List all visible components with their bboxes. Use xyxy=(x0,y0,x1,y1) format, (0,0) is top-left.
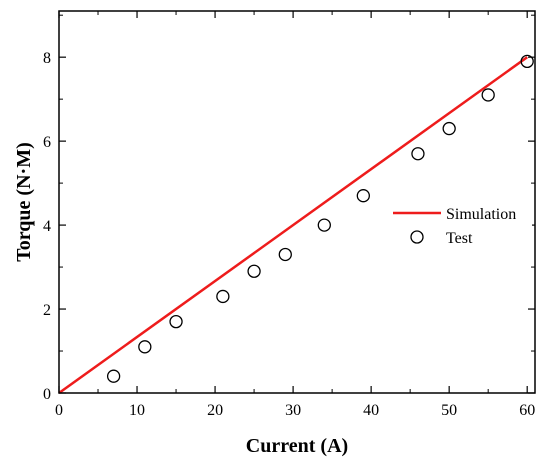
plot-series xyxy=(58,54,534,395)
legend-test-marker xyxy=(410,230,424,244)
test-data-point xyxy=(216,289,230,304)
x-tick-label: 30 xyxy=(285,402,301,419)
test-data-point xyxy=(356,189,370,203)
test-data-point xyxy=(442,121,456,136)
plot-frame xyxy=(58,10,536,394)
y-axis-title: Torque (N·M) xyxy=(13,142,35,261)
simulation-line xyxy=(58,56,528,395)
x-tick-label: 20 xyxy=(207,402,223,419)
x-tick-label: 0 xyxy=(55,402,63,419)
test-data-point xyxy=(247,264,261,278)
test-data-point xyxy=(169,314,183,329)
x-axis-title: Current (A) xyxy=(246,435,348,457)
y-tick-label: 8 xyxy=(43,50,51,67)
x-tick-label: 40 xyxy=(363,402,379,419)
x-tick-label: 60 xyxy=(519,402,535,419)
legend: Simulation Test xyxy=(388,197,532,251)
legend-simulation-label: Simulation xyxy=(446,206,516,223)
x-tick-label: 10 xyxy=(129,402,145,419)
tick-labels: 0 10 20 30 40 50 60 0 2 4 6 8 xyxy=(43,50,535,419)
test-data-point xyxy=(481,88,495,102)
test-data-point xyxy=(138,340,152,354)
test-data-point xyxy=(411,147,425,161)
test-data-point xyxy=(520,54,534,69)
legend-test-label: Test xyxy=(446,230,473,247)
y-tick-label: 4 xyxy=(43,218,51,235)
y-tick-label: 2 xyxy=(43,302,51,319)
test-data-point xyxy=(278,247,292,262)
x-tick-label: 50 xyxy=(441,402,457,419)
test-data-point xyxy=(106,369,121,383)
legend-box xyxy=(388,197,532,251)
y-tick-label: 6 xyxy=(43,134,51,151)
y-tick-label: 0 xyxy=(43,386,51,403)
test-data-point xyxy=(317,218,331,232)
